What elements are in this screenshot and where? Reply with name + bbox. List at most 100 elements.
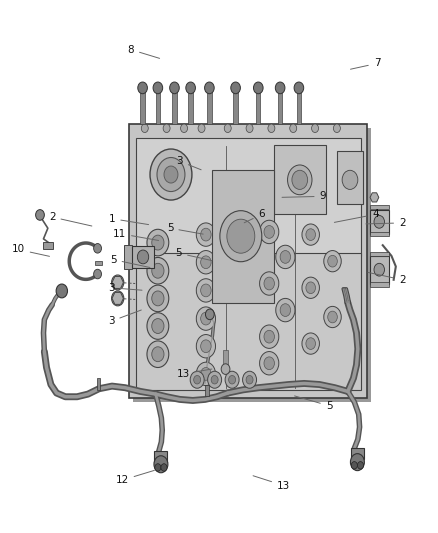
Circle shape (288, 165, 312, 195)
Circle shape (152, 291, 164, 306)
Circle shape (294, 82, 304, 94)
Circle shape (328, 311, 337, 323)
Bar (223, 351, 228, 369)
Bar (136, 253, 361, 390)
Circle shape (292, 170, 307, 189)
Circle shape (150, 149, 192, 200)
Circle shape (264, 357, 275, 369)
Circle shape (154, 456, 168, 473)
Circle shape (374, 215, 385, 228)
Circle shape (201, 284, 211, 297)
Circle shape (243, 371, 257, 388)
Text: 6: 6 (244, 209, 265, 223)
Bar (124, 245, 132, 269)
Text: 3: 3 (108, 283, 142, 293)
Circle shape (138, 250, 149, 264)
Circle shape (264, 225, 275, 238)
Circle shape (324, 251, 341, 272)
Circle shape (328, 255, 337, 267)
Text: 5: 5 (176, 248, 212, 261)
Circle shape (306, 282, 315, 294)
Circle shape (152, 235, 164, 250)
Circle shape (196, 335, 215, 358)
Bar (212, 169, 274, 303)
Text: 2: 2 (366, 218, 406, 228)
Circle shape (211, 375, 218, 384)
Circle shape (147, 313, 169, 340)
Text: 5: 5 (295, 396, 332, 411)
Circle shape (147, 229, 169, 256)
Circle shape (152, 319, 164, 334)
Circle shape (147, 285, 169, 312)
Bar (141, 91, 145, 124)
Bar (274, 146, 326, 214)
Circle shape (196, 223, 215, 246)
Bar (132, 246, 154, 268)
Circle shape (260, 220, 279, 244)
Circle shape (290, 124, 297, 133)
Circle shape (276, 82, 285, 94)
Circle shape (276, 245, 295, 269)
Bar (205, 384, 208, 396)
Circle shape (170, 82, 179, 94)
Text: 4: 4 (334, 209, 378, 222)
Text: 8: 8 (127, 45, 159, 58)
Text: 13: 13 (253, 476, 290, 490)
Text: 9: 9 (282, 191, 326, 201)
Bar (351, 448, 364, 459)
Bar (154, 451, 167, 462)
Circle shape (112, 275, 124, 290)
Circle shape (198, 124, 205, 133)
Text: 2: 2 (368, 272, 406, 285)
Text: 5: 5 (110, 255, 150, 268)
Circle shape (302, 333, 319, 354)
Circle shape (229, 375, 236, 384)
Circle shape (246, 375, 253, 384)
Circle shape (280, 304, 290, 317)
Bar (370, 252, 389, 256)
Bar (370, 232, 389, 236)
Polygon shape (112, 277, 124, 288)
Bar (233, 91, 238, 124)
Circle shape (196, 279, 215, 302)
Circle shape (147, 257, 169, 284)
Text: 2: 2 (49, 212, 92, 226)
Circle shape (194, 375, 201, 384)
Text: 12: 12 (116, 471, 154, 485)
Circle shape (201, 312, 211, 325)
Circle shape (201, 228, 211, 241)
Circle shape (260, 272, 279, 295)
Bar (130, 124, 367, 398)
Circle shape (280, 251, 290, 263)
Bar (155, 91, 160, 124)
Circle shape (225, 371, 239, 388)
Bar (188, 91, 193, 124)
Circle shape (306, 229, 315, 240)
Circle shape (205, 309, 214, 320)
Circle shape (152, 347, 164, 362)
Circle shape (164, 166, 178, 183)
Circle shape (333, 124, 340, 133)
Circle shape (56, 284, 67, 298)
Bar (133, 128, 371, 402)
Circle shape (224, 124, 231, 133)
Circle shape (155, 464, 161, 471)
Text: 3: 3 (177, 156, 201, 170)
Circle shape (94, 244, 102, 253)
Circle shape (302, 277, 319, 298)
Circle shape (153, 82, 162, 94)
Bar (370, 209, 389, 233)
Bar (370, 282, 389, 287)
Circle shape (161, 464, 167, 471)
Circle shape (231, 82, 240, 94)
Bar (207, 91, 212, 124)
Text: 10: 10 (11, 245, 49, 256)
Circle shape (276, 298, 295, 322)
Text: 13: 13 (177, 369, 212, 379)
Circle shape (205, 82, 214, 94)
Circle shape (374, 263, 385, 276)
Polygon shape (112, 293, 124, 304)
Bar (97, 378, 100, 390)
Circle shape (264, 277, 275, 290)
Circle shape (220, 211, 262, 262)
